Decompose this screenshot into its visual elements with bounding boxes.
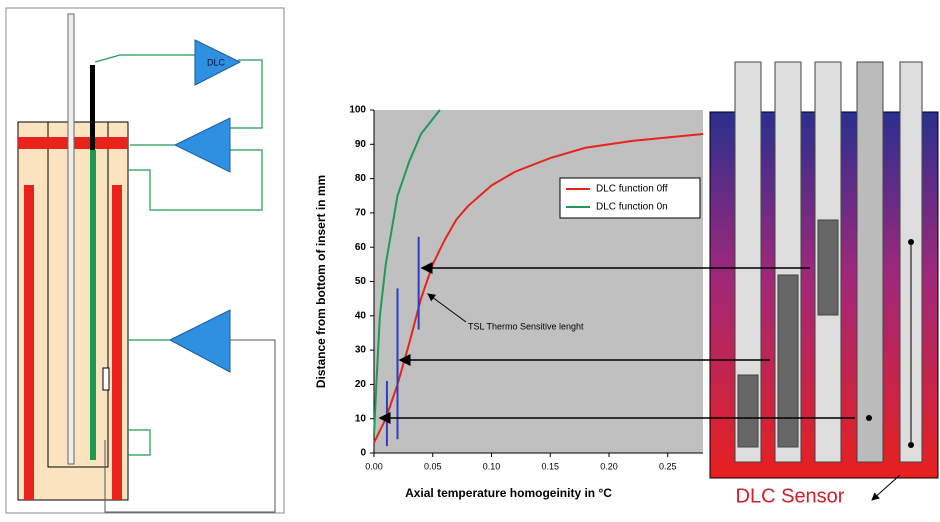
- schematic: DLC: [5, 7, 285, 514]
- y-tick-label: 60: [355, 242, 367, 253]
- y-tick-label: 20: [355, 379, 367, 390]
- x-tick-label: 0.05: [424, 461, 442, 471]
- plot-area: [374, 110, 703, 453]
- annotation-arrow: [427, 293, 467, 323]
- x-axis-label: Axial temperature homogeinity in °C: [405, 486, 612, 500]
- series-line: [373, 133, 704, 444]
- y-tick-label: 0: [360, 448, 366, 459]
- arrows: [378, 262, 855, 424]
- y-tick-label: 30: [355, 345, 367, 356]
- x-tick-label: 0.00: [365, 461, 383, 471]
- y-axis-label: Distance from bottom of insert in mm: [314, 175, 328, 388]
- legend-label: DLC function 0ff: [596, 184, 668, 195]
- y-tick-label: 40: [355, 310, 367, 321]
- chart: 0 10 20 30 40 50 60 70 80 90 100 0.00 0.05 0.10 0.15 0.…: [314, 105, 704, 500]
- y-tick-label: 90: [355, 139, 367, 150]
- y-tick-label: 80: [355, 173, 367, 184]
- y-tick-label: 100: [349, 105, 366, 116]
- legend-label: DLC function 0n: [596, 202, 668, 213]
- y-tick-label: 50: [355, 276, 367, 287]
- x-tick-label: 0.25: [659, 461, 677, 471]
- x-tick-label: 0.20: [600, 461, 618, 471]
- y-tick-label: 70: [355, 208, 367, 219]
- legend: [559, 177, 701, 219]
- sensor-label: DLC Sensor: [736, 485, 845, 507]
- x-tick-label: 0.15: [541, 461, 559, 471]
- x-tick-label: 0.10: [483, 461, 501, 471]
- y-tick-label: 10: [355, 413, 367, 424]
- sensor-illustration: DLC Sensor: [709, 61, 939, 507]
- amp-label: DLC: [207, 57, 226, 67]
- series-line: [373, 109, 441, 436]
- annotation: TSL Thermo Sensitive lenght: [468, 321, 584, 331]
